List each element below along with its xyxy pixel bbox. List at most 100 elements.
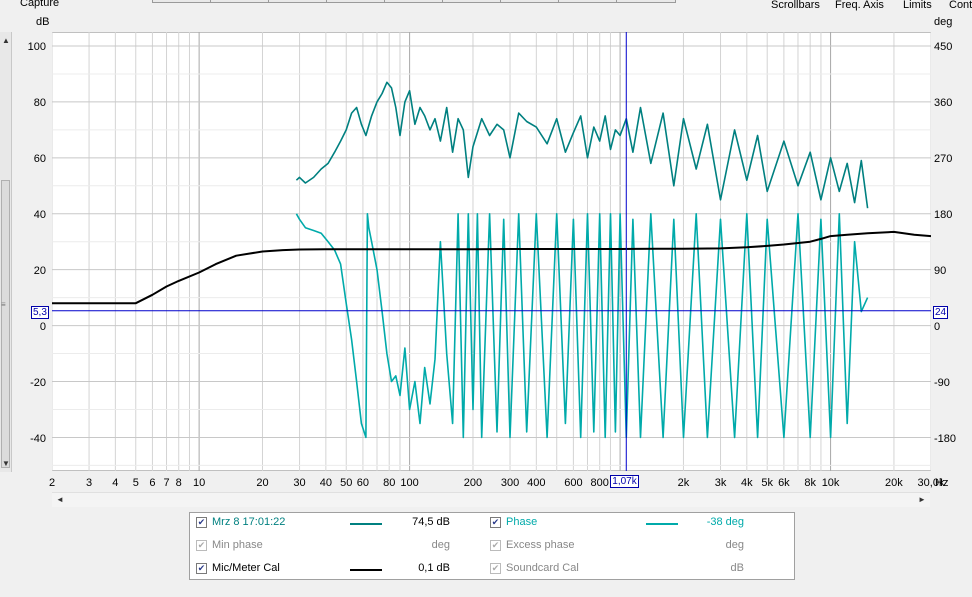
x-tick-label: 60 (356, 477, 370, 489)
cursor-y-right-label: 24 (933, 306, 949, 319)
x-tick-label: 5k (761, 477, 774, 489)
capture-label[interactable]: Capture (20, 0, 60, 9)
tab-segment[interactable] (616, 0, 676, 3)
scrollbars-link[interactable]: Scrollbars (771, 0, 820, 11)
controls-link[interactable]: Contr (949, 0, 972, 11)
legend-label-mic-cal: Mic/Meter Cal (212, 562, 280, 574)
left-axis-unit: dB (36, 16, 50, 28)
right-tick-label: 180 (934, 209, 953, 221)
y-tick-label: 100 (27, 41, 46, 53)
tab-segment[interactable] (326, 0, 386, 3)
right-tick-label: 360 (934, 97, 953, 109)
x-tick-label: 4 (112, 477, 119, 489)
tab-segment[interactable] (500, 0, 560, 3)
legend-label-measurement: Mrz 8 17:01:22 (212, 516, 286, 528)
tab-segment[interactable] (152, 0, 212, 3)
series-layer (52, 81, 931, 439)
x-tick-label: 50 (340, 477, 353, 489)
x-tick-label: 100 (400, 477, 419, 489)
x-tick-label: 4k (741, 477, 753, 489)
scroll-down-icon[interactable]: ▼ (2, 459, 10, 468)
y-tick-label: 80 (33, 97, 46, 109)
x-tick-label: 8k (804, 477, 816, 489)
legend-swatch-phase (646, 523, 678, 525)
right-tick-label: -90 (934, 377, 950, 389)
x-tick-label: 800 (590, 477, 609, 489)
x-tick-label: 200 (463, 477, 483, 489)
legend-checkbox-phase[interactable]: ✔ (490, 517, 501, 528)
x-tick-label: 600 (564, 477, 583, 489)
y-tick-label: -20 (30, 377, 46, 389)
legend-value-excess-phase: deg (725, 539, 744, 551)
x-tick-label: 6k (778, 477, 790, 489)
scroll-right-icon[interactable]: ► (918, 495, 926, 504)
y-tick-label: -40 (30, 433, 46, 445)
vertical-scrollbar[interactable]: ▲ ▼ (0, 32, 12, 472)
right-tick-label: -180 (934, 433, 957, 445)
tab-segment[interactable] (442, 0, 502, 3)
cursor[interactable] (52, 32, 931, 471)
freq-axis-link[interactable]: Freq. Axis (835, 0, 884, 11)
x-tick-label: 20k (885, 477, 903, 489)
y-tick-label: 60 (33, 153, 46, 165)
legend-value-phase: -38 deg (706, 516, 744, 528)
y-tick-label: 20 (33, 265, 46, 277)
x-tick-label: 20 (256, 477, 269, 489)
y-tick-label: 40 (33, 209, 46, 221)
tab-segment[interactable] (558, 0, 618, 3)
x-tick-label: 8 (175, 477, 182, 489)
x-tick-label: 40 (319, 477, 332, 489)
legend-label-soundcard-cal: Soundcard Cal (506, 562, 579, 574)
x-tick-label: 30,0k (917, 477, 945, 489)
legend-label-phase: Phase (506, 516, 538, 528)
legend-checkbox-excess-phase[interactable]: ✔ (490, 540, 501, 551)
tab-segment[interactable] (268, 0, 328, 3)
right-tick-label: 90 (934, 265, 947, 277)
legend-value-measurement: 74,5 dB (412, 516, 450, 528)
x-tick-label: 2 (48, 477, 56, 489)
frequency-response-plot[interactable] (52, 32, 931, 471)
horizontal-scrollbar[interactable]: ◄ ► (52, 492, 930, 507)
legend-checkbox-min-phase[interactable]: ✔ (196, 540, 207, 551)
x-tick-label: 80 (383, 477, 396, 489)
series-line-measurement (295, 81, 869, 209)
legend-swatch-measurement (350, 523, 382, 525)
x-axis-unit: Hz (935, 477, 949, 489)
right-tick-label: 270 (934, 153, 953, 165)
legend-value-soundcard-cal: dB (730, 562, 744, 574)
x-tick-label: 400 (527, 477, 546, 489)
tab-segment[interactable] (384, 0, 444, 3)
x-tick-label: 6 (149, 477, 156, 489)
scrollbar-thumb[interactable] (1, 180, 10, 468)
scroll-up-icon[interactable]: ▲ (2, 36, 10, 45)
limits-link[interactable]: Limits (903, 0, 932, 11)
splitter-grip-icon[interactable]: ≡ (1, 300, 6, 309)
legend-label-min-phase: Min phase (212, 539, 263, 551)
legend-label-excess-phase: Excess phase (506, 539, 575, 551)
cursor-y-left-label: 5,3 (31, 306, 49, 319)
x-tick-label: 5 (132, 477, 139, 489)
right-tick-label: 450 (934, 41, 953, 53)
x-tick-label: 3 (86, 477, 93, 489)
series-line-mic-cal (52, 230, 931, 305)
legend-value-mic-cal: 0,1 dB (418, 562, 450, 574)
legend-checkbox-mic-cal[interactable]: ✔ (196, 563, 207, 574)
x-tick-label: 10k (821, 477, 840, 489)
legend-value-min-phase: deg (431, 539, 450, 551)
legend-swatch-mic-cal (350, 569, 382, 571)
legend-checkbox-soundcard-cal[interactable]: ✔ (490, 563, 501, 574)
legend-panel: ✔ Mrz 8 17:01:22 74,5 dB ✔ Phase -38 deg… (189, 512, 795, 580)
y-tick-label: 0 (39, 321, 46, 333)
x-tick-label: 30 (293, 477, 306, 489)
x-tick-label: 300 (500, 477, 520, 489)
right-tick-label: 0 (934, 321, 941, 333)
tab-segment[interactable] (210, 0, 270, 3)
x-tick-label: 3k (714, 477, 727, 489)
legend-checkbox-measurement[interactable]: ✔ (196, 517, 207, 528)
x-tick-label: 10 (192, 477, 206, 489)
right-axis-unit: deg (934, 16, 953, 28)
scroll-left-icon[interactable]: ◄ (56, 495, 64, 504)
top-tab-strip[interactable] (152, 0, 676, 3)
x-tick-label: 7 (163, 477, 170, 489)
cursor-x-label: 1,07k (610, 475, 639, 488)
